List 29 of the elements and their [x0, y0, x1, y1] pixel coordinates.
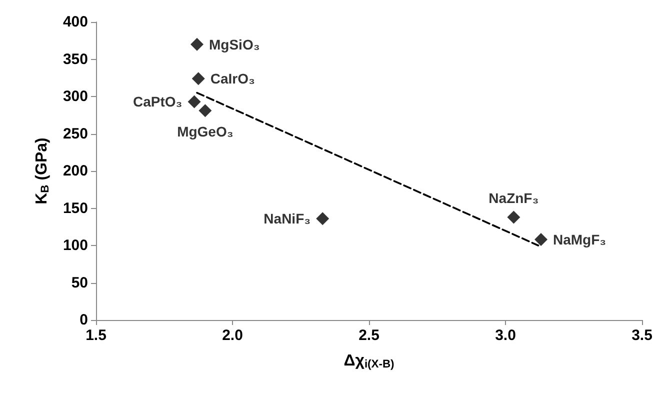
x-tick-label: 3.0 [495, 327, 516, 344]
y-tick-label: 350 [62, 50, 88, 68]
point [192, 72, 205, 86]
annotation: NaMgF₃ [552, 232, 606, 248]
y-tick-label: 0 [80, 312, 88, 328]
annotation: CaPtO₃ [133, 94, 182, 110]
y-tick-label: 300 [62, 88, 88, 105]
y-tick-label: 100 [62, 237, 88, 254]
x-tick-label: 1.5 [86, 327, 106, 344]
point [316, 212, 330, 226]
y-tick-label: 150 [62, 200, 88, 217]
point [534, 233, 548, 246]
x-tick-label: 2.0 [222, 327, 243, 344]
annotation: NaNiF₃ [264, 210, 311, 227]
point [190, 38, 204, 51]
point [198, 104, 212, 118]
y-axis-title: KB (GPa) [33, 138, 52, 204]
annotation: CaIrO₃ [210, 70, 255, 87]
y-tick-label: 400 [62, 14, 88, 30]
y-tick-label: 200 [62, 162, 88, 180]
x-tick-label: 2.5 [358, 327, 380, 344]
y-tick-label: 50 [71, 274, 88, 292]
x-tick-label: 3.5 [632, 327, 652, 344]
annotation: NaZnF₃ [488, 190, 539, 206]
point [507, 210, 520, 224]
point [188, 95, 201, 108]
annotation: MgGeO₃ [177, 124, 234, 140]
annotation: MgSiO₃ [209, 36, 260, 52]
y-tick-label: 250 [62, 125, 88, 142]
